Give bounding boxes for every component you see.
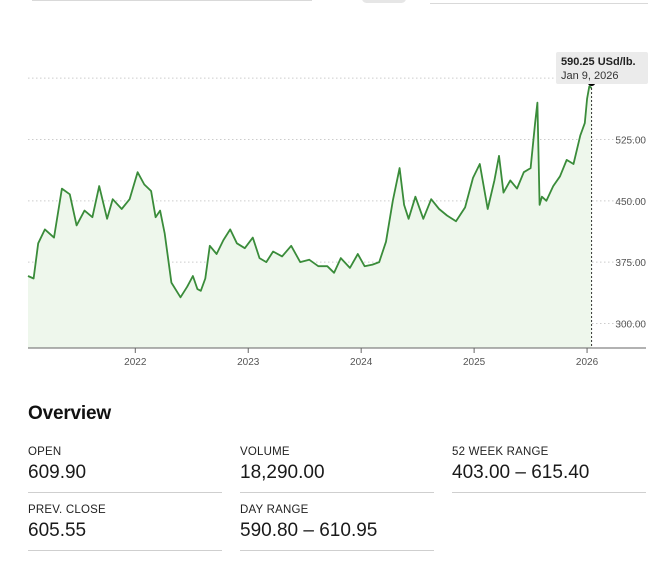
overview-title: Overview	[28, 403, 111, 424]
x-axis-ticks: 2022 2023 2024 2025 2026	[124, 348, 599, 368]
x-tick-label: 2024	[350, 357, 373, 368]
price-area-fill	[28, 86, 592, 349]
stat-day-range: DAY RANGE 590.80 – 610.95	[240, 504, 434, 551]
stat-divider	[240, 492, 434, 493]
stat-value: 403.00 – 615.40	[452, 462, 590, 483]
stat-value: 605.55	[28, 520, 87, 541]
top-divider-right	[430, 3, 648, 4]
stat-volume: VOLUME 18,290.00	[240, 446, 434, 493]
price-chart[interactable]: 2022 2023 2024 2025 2026 300.00 375.00 450.00 5…	[0, 40, 670, 380]
top-toggle-pill[interactable]	[362, 0, 406, 3]
stat-divider	[28, 492, 222, 493]
y-tick-label: 450.00	[615, 197, 646, 208]
stat-value: 18,290.00	[240, 462, 325, 483]
stat-divider	[240, 550, 434, 551]
stat-value: 590.80 – 610.95	[240, 520, 378, 541]
x-tick-label: 2023	[237, 357, 260, 368]
stat-label: OPEN	[28, 446, 62, 458]
stat-label: 52 WEEK RANGE	[452, 446, 549, 458]
stat-label: PREV. CLOSE	[28, 504, 106, 516]
y-tick-label: 375.00	[615, 258, 646, 269]
x-tick-label: 2025	[463, 357, 486, 368]
stat-label: DAY RANGE	[240, 504, 309, 516]
stat-52-week-range: 52 WEEK RANGE 403.00 – 615.40	[452, 446, 646, 493]
tooltip-date: Jan 9, 2026	[561, 70, 619, 82]
x-tick-label: 2026	[576, 357, 599, 368]
x-tick-label: 2022	[124, 357, 147, 368]
tooltip-background	[556, 52, 648, 84]
price-tooltip: 590.25 USd/lb. Jan 9, 2026	[556, 52, 648, 84]
stat-divider	[452, 492, 646, 493]
y-tick-label: 525.00	[615, 136, 646, 147]
tooltip-value: 590.25 USd/lb.	[561, 56, 636, 68]
top-bar	[0, 0, 670, 10]
y-tick-label: 300.00	[615, 319, 646, 330]
stat-open: OPEN 609.90	[28, 446, 222, 493]
price-series-line	[27, 85, 593, 299]
stat-value: 609.90	[28, 462, 87, 483]
stat-prev-close: PREV. CLOSE 605.55	[28, 504, 222, 551]
top-divider-left	[32, 0, 312, 1]
stat-divider	[28, 550, 222, 551]
stat-label: VOLUME	[240, 446, 290, 458]
